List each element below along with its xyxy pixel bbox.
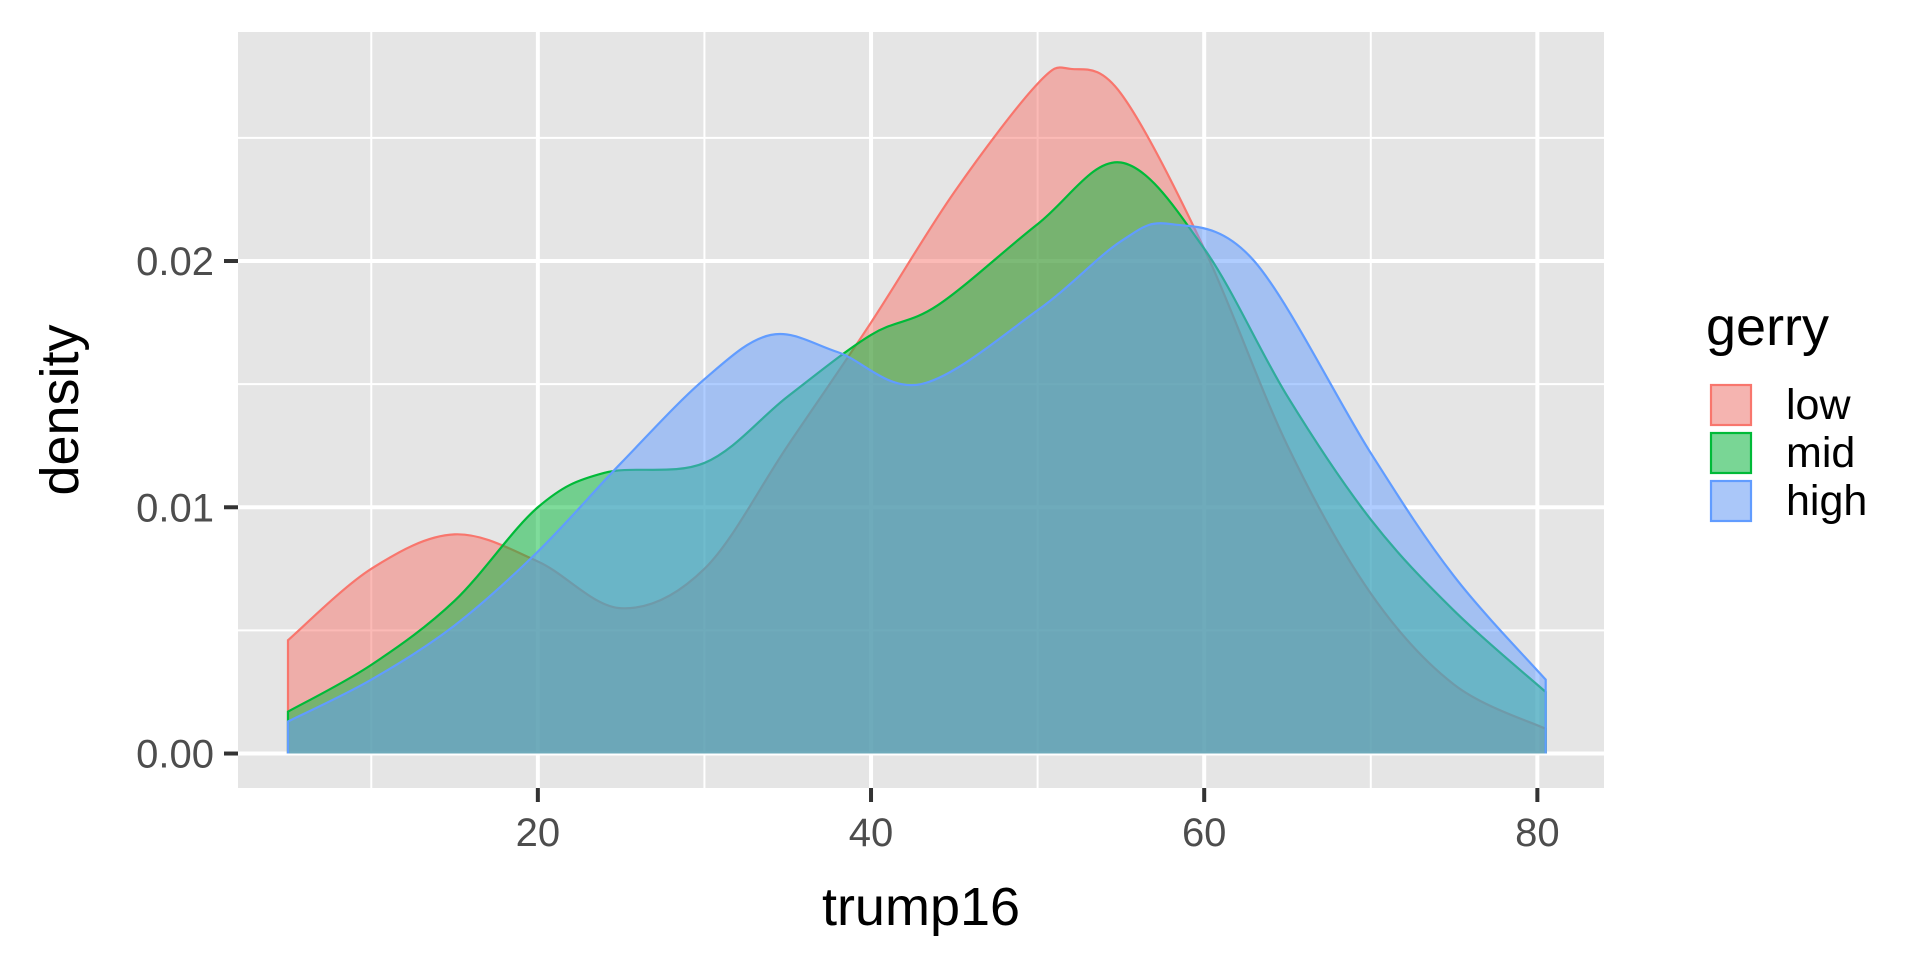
legend-key-mid (1709, 431, 1753, 475)
series-layer (286, 66, 1547, 754)
x-tick-label: 40 (849, 811, 894, 855)
y-axis-title: density (30, 324, 90, 495)
legend-key-high (1709, 479, 1753, 523)
legend-key-low (1709, 383, 1753, 427)
legend-title: gerry (1706, 297, 1829, 357)
y-tick-label: 0.01 (136, 486, 214, 530)
legend-label-high: high (1786, 477, 1867, 525)
y-axis: 0.00 0.01 0.02 (136, 240, 238, 777)
x-tick-label: 60 (1182, 811, 1227, 855)
legend-label-low: low (1786, 381, 1851, 429)
y-tick-label: 0.02 (136, 240, 214, 284)
legend-label-mid: mid (1786, 429, 1855, 477)
x-tick-label: 20 (516, 811, 561, 855)
density-line-high (286, 222, 1547, 754)
y-tick-label: 0.00 (136, 733, 214, 777)
density-area-high (287, 223, 1546, 754)
x-axis: 20 40 60 80 (516, 788, 1560, 855)
x-axis-title: trump16 (822, 877, 1020, 937)
x-tick-label: 80 (1515, 811, 1560, 855)
